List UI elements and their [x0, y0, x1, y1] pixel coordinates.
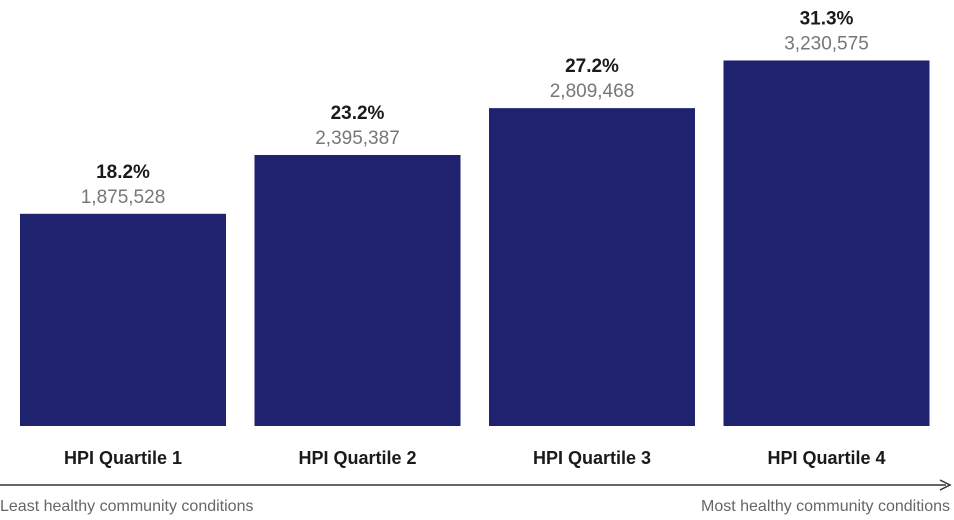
value-label: 2,809,468	[550, 81, 635, 102]
category-label: HPI Quartile 2	[298, 448, 416, 468]
value-label: 1,875,528	[81, 187, 166, 208]
category-label: HPI Quartile 1	[64, 448, 182, 468]
left-annotation: Least healthy community conditions	[0, 498, 253, 515]
percentage-label: 23.2%	[331, 103, 385, 124]
category-label: HPI Quartile 3	[533, 448, 651, 468]
bar	[723, 60, 930, 426]
category-label: HPI Quartile 4	[767, 448, 885, 468]
value-label: 3,230,575	[784, 33, 869, 54]
arrow-head	[939, 479, 952, 491]
bar	[489, 108, 695, 427]
percentage-label: 18.2%	[96, 162, 150, 183]
percentage-label: 27.2%	[565, 56, 619, 77]
percentage-label: 31.3%	[800, 8, 854, 29]
bar	[254, 154, 461, 426]
value-label: 2,395,387	[315, 128, 400, 149]
right-annotation: Most healthy community conditions	[701, 498, 950, 515]
bar	[20, 213, 226, 426]
